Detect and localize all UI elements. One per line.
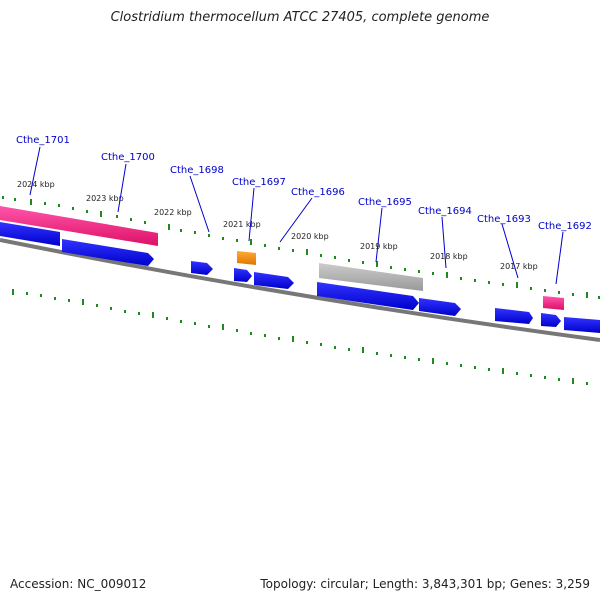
gene-label[interactable]: Cthe_1698: [170, 165, 224, 176]
gene-label[interactable]: Cthe_1697: [232, 177, 286, 188]
cds-feature: [62, 239, 154, 266]
gene-label[interactable]: Cthe_1693: [477, 214, 531, 225]
gene-label[interactable]: Cthe_1694: [418, 206, 472, 217]
cds-feature: [541, 313, 561, 327]
map-title: Clostridium thermocellum ATCC 27405, com…: [110, 10, 490, 25]
kbp-label: 2018 kbp: [430, 252, 468, 261]
gene-label[interactable]: Cthe_1692: [538, 221, 592, 232]
kbp-label: 2022 kbp: [154, 208, 192, 217]
cds-feature: [564, 317, 600, 333]
genome-backbone: [0, 238, 600, 342]
rrna-feature: [0, 206, 158, 246]
kbp-label: 2019 kbp: [360, 242, 398, 251]
kbp-label: 2023 kbp: [86, 194, 124, 203]
cds-feature: [234, 268, 252, 282]
kbp-label: 2017 kbp: [500, 262, 538, 271]
topology-text: Topology: circular; Length: 3,843,301 bp…: [260, 577, 590, 591]
outer-tick-row: [2, 196, 600, 299]
cds-feature: [191, 261, 213, 275]
rrna-feature: [543, 296, 564, 310]
cds-feature: [0, 222, 60, 246]
cds-feature: [419, 298, 461, 316]
feature-track: [0, 206, 600, 333]
kbp-label: 2021 kbp: [223, 220, 261, 229]
gene-label[interactable]: Cthe_1700: [101, 152, 155, 163]
gene-label[interactable]: Cthe_1701: [16, 135, 70, 146]
cds-feature: [495, 308, 533, 324]
accession-text: Accession: NC_009012: [10, 577, 147, 591]
trna-feature: [237, 251, 256, 265]
kbp-label: 2020 kbp: [291, 232, 329, 241]
inner-tick-row: [12, 289, 588, 385]
gene-label[interactable]: Cthe_1696: [291, 187, 345, 198]
cds-feature: [254, 272, 294, 289]
label-leaders: [29, 146, 564, 285]
kbp-label: 2024 kbp: [17, 180, 55, 189]
cds-feature: [317, 282, 419, 310]
gene-label[interactable]: Cthe_1695: [358, 197, 412, 208]
pseudo-feature: [319, 263, 423, 291]
